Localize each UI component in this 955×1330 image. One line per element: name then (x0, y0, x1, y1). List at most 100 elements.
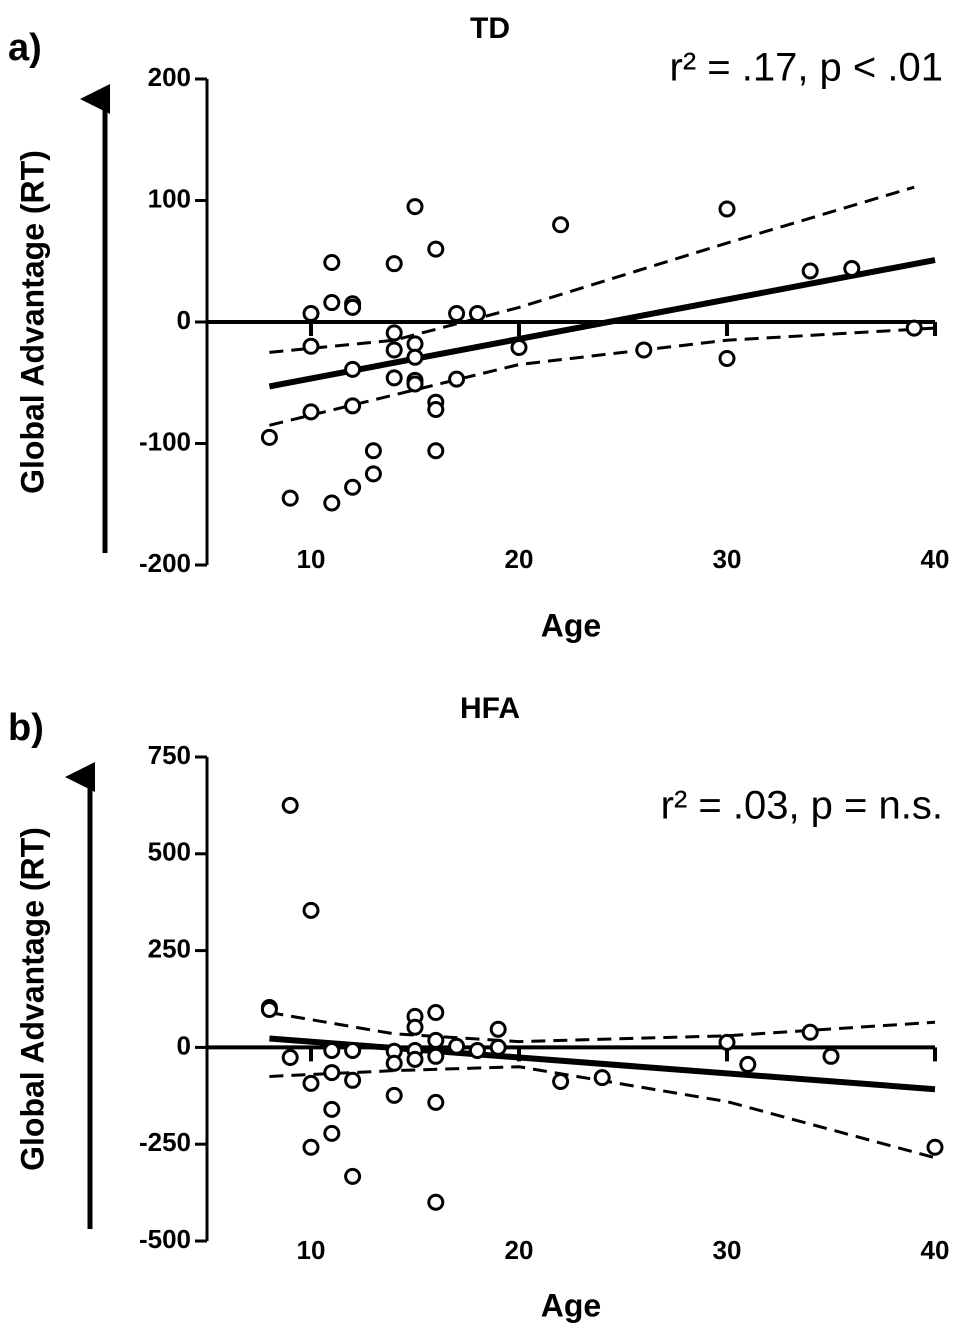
regression-line (269, 1035, 936, 1093)
data-point (344, 1071, 362, 1089)
y-tick-label: -250 (139, 1127, 191, 1157)
data-point (323, 1041, 341, 1059)
data-point (448, 370, 466, 388)
data-point (344, 397, 362, 415)
data-point (718, 1033, 736, 1051)
data-point (406, 198, 424, 216)
data-point (344, 298, 362, 316)
data-point (364, 465, 382, 483)
data-point (302, 403, 320, 421)
data-point (344, 1041, 362, 1059)
x-axis-label: Age (541, 1287, 601, 1323)
data-point (385, 369, 403, 387)
data-point (489, 1038, 507, 1056)
data-point (323, 494, 341, 512)
data-point (323, 1064, 341, 1082)
data-point (489, 1020, 507, 1038)
data-point (302, 304, 320, 322)
data-point (718, 200, 736, 218)
data-point (468, 1041, 486, 1059)
panel-label: b) (8, 707, 44, 749)
data-point (593, 1069, 611, 1087)
data-point (448, 1037, 466, 1055)
data-point (281, 1048, 299, 1066)
data-point (344, 360, 362, 378)
data-point (385, 1086, 403, 1104)
panel: a) TD r² = .17, p < .01 Age Global Advantage… (8, 12, 949, 644)
y-axis-label: Global Advantage (RT) (14, 150, 50, 494)
confidence-band (269, 1065, 936, 1160)
data-point (468, 304, 486, 322)
data-point (406, 348, 424, 366)
data-point (385, 1054, 403, 1072)
data-point (364, 442, 382, 460)
data-point (406, 1018, 424, 1036)
data-point (323, 253, 341, 271)
data-point (385, 255, 403, 273)
data-point (344, 1167, 362, 1185)
y-tick-label: 100 (148, 183, 191, 213)
data-point (302, 1074, 320, 1092)
x-tick-label: 10 (297, 1235, 326, 1265)
confidence-band (269, 1011, 936, 1044)
data-point (344, 478, 362, 496)
x-tick-label: 20 (505, 544, 534, 574)
x-tick-label: 20 (505, 1235, 534, 1265)
data-point (552, 216, 570, 234)
data-point (448, 304, 466, 322)
confidence-band (269, 326, 936, 427)
y-tick-label: -100 (139, 426, 191, 456)
confidence-band (269, 185, 915, 354)
x-tick-label: 30 (713, 544, 742, 574)
y-axis-label: Global Advantage (RT) (14, 827, 50, 1171)
data-point (843, 260, 861, 278)
data-point (302, 901, 320, 919)
data-point (281, 489, 299, 507)
annotation: r² = .03, p = n.s. (661, 784, 943, 828)
x-axis-label: Age (541, 607, 601, 643)
data-point (385, 324, 403, 342)
data-point (427, 1031, 445, 1049)
annotation: r² = .17, p < .01 (670, 46, 944, 90)
panel-label: a) (8, 27, 42, 69)
data-point (406, 1050, 424, 1068)
data-point (302, 337, 320, 355)
x-tick-label: 10 (297, 544, 326, 574)
y-tick-label: 0 (177, 1030, 191, 1060)
data-point (323, 294, 341, 312)
data-point (427, 400, 445, 418)
data-point (718, 349, 736, 367)
chart-title: HFA (460, 692, 520, 725)
data-point (510, 339, 528, 357)
data-point (323, 1124, 341, 1142)
data-point (281, 796, 299, 814)
data-point (926, 1138, 944, 1156)
x-tick-label: 40 (921, 1235, 950, 1265)
y-tick-label: 200 (148, 62, 191, 92)
data-point (427, 1193, 445, 1211)
x-tick-label: 30 (713, 1235, 742, 1265)
data-point (385, 341, 403, 359)
data-point (427, 1093, 445, 1111)
y-tick-label: 250 (148, 933, 191, 963)
data-point (323, 1100, 341, 1118)
data-point (406, 375, 424, 393)
data-point (801, 1023, 819, 1041)
data-point (905, 319, 923, 337)
data-point (260, 1000, 278, 1018)
regression-line (268, 257, 936, 390)
data-point (427, 240, 445, 258)
data-point (801, 262, 819, 280)
panel: b) HFA r² = .03, p = n.s. Age Global Advanta… (8, 692, 949, 1324)
data-point (427, 1004, 445, 1022)
y-tick-label: -500 (139, 1224, 191, 1254)
data-point (552, 1072, 570, 1090)
y-tick-label: 0 (177, 305, 191, 335)
data-point (427, 442, 445, 460)
data-point (635, 341, 653, 359)
data-point (302, 1138, 320, 1156)
x-tick-label: 40 (921, 544, 950, 574)
data-point (739, 1055, 757, 1073)
y-tick-label: -200 (139, 548, 191, 578)
